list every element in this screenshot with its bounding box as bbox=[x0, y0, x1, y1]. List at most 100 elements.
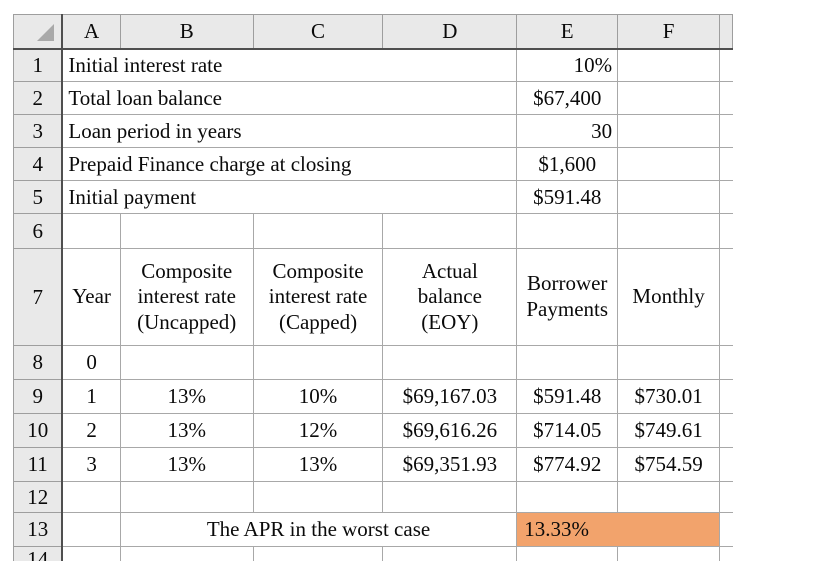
empty-cell[interactable] bbox=[617, 114, 721, 148]
empty-cell[interactable] bbox=[252, 481, 384, 513]
empty-cell[interactable] bbox=[252, 213, 384, 249]
partial-cell bbox=[719, 512, 733, 547]
schedule-year-cell[interactable]: 3 bbox=[61, 447, 121, 482]
empty-cell[interactable] bbox=[252, 546, 384, 561]
schedule-uncapped-cell[interactable]: 13% bbox=[119, 447, 254, 482]
row-header-9[interactable]: 9 bbox=[13, 379, 64, 414]
empty-cell[interactable] bbox=[119, 481, 254, 513]
schedule-header-year[interactable]: Year bbox=[61, 248, 121, 346]
schedule-payments-cell[interactable]: $714.05 bbox=[516, 413, 619, 448]
schedule-header-uncapped-rate[interactable]: Composite interest rate (Uncapped) bbox=[119, 248, 254, 346]
empty-cell[interactable] bbox=[617, 147, 721, 181]
apr-value-cell[interactable]: 13.33% bbox=[516, 512, 721, 547]
schedule-payments-cell[interactable] bbox=[516, 345, 619, 380]
column-header-f[interactable]: F bbox=[617, 14, 721, 50]
empty-cell[interactable] bbox=[61, 512, 121, 547]
schedule-row: 8 0 bbox=[13, 345, 733, 380]
parameter-value-cell[interactable]: $1,600 bbox=[516, 147, 619, 181]
schedule-header-monthly[interactable]: Monthly bbox=[617, 248, 721, 346]
empty-cell[interactable] bbox=[617, 213, 721, 249]
parameter-label-cell[interactable]: Total loan balance bbox=[61, 81, 518, 115]
row-header-13[interactable]: 13 bbox=[13, 512, 64, 547]
column-header-b[interactable]: B bbox=[119, 14, 254, 50]
worksheet-area: A B C D E F 1 Initial interest rate 10% … bbox=[13, 14, 733, 561]
empty-cell[interactable] bbox=[617, 81, 721, 115]
row-header-4[interactable]: 4 bbox=[13, 147, 64, 181]
row-header-1[interactable]: 1 bbox=[13, 48, 64, 82]
schedule-capped-cell[interactable] bbox=[252, 345, 384, 380]
empty-cell[interactable] bbox=[119, 546, 254, 561]
schedule-monthly-cell[interactable]: $754.59 bbox=[617, 447, 721, 482]
column-header-c[interactable]: C bbox=[252, 14, 384, 50]
schedule-monthly-cell[interactable] bbox=[617, 345, 721, 380]
empty-cell[interactable] bbox=[617, 546, 721, 561]
partial-cell bbox=[719, 546, 733, 561]
empty-cell[interactable] bbox=[617, 48, 721, 82]
schedule-header-actual-balance[interactable]: Actual balance (EOY) bbox=[382, 248, 518, 346]
schedule-row: 11 3 13% 13% $69,351.93 $774.92 $754.59 bbox=[13, 447, 733, 482]
row-header-10[interactable]: 10 bbox=[13, 413, 64, 448]
partial-cell bbox=[719, 114, 733, 148]
schedule-balance-cell[interactable]: $69,616.26 bbox=[382, 413, 518, 448]
schedule-capped-cell[interactable]: 12% bbox=[252, 413, 384, 448]
schedule-year-cell[interactable]: 2 bbox=[61, 413, 121, 448]
empty-cell[interactable] bbox=[61, 481, 121, 513]
row-header-2[interactable]: 2 bbox=[13, 81, 64, 115]
parameter-value-cell[interactable]: 10% bbox=[516, 48, 619, 82]
row-header-11[interactable]: 11 bbox=[13, 447, 64, 482]
partial-cell bbox=[719, 447, 733, 482]
schedule-monthly-cell[interactable]: $730.01 bbox=[617, 379, 721, 414]
schedule-header-borrower-payments[interactable]: Borrower Payments bbox=[516, 248, 619, 346]
schedule-year-cell[interactable]: 1 bbox=[61, 379, 121, 414]
row-header-14[interactable]: 14 bbox=[13, 546, 64, 561]
row-header-7[interactable]: 7 bbox=[13, 248, 64, 346]
schedule-uncapped-cell[interactable]: 13% bbox=[119, 379, 254, 414]
schedule-year-cell[interactable]: 0 bbox=[61, 345, 121, 380]
empty-cell[interactable] bbox=[382, 481, 518, 513]
empty-cell[interactable] bbox=[516, 481, 619, 513]
schedule-uncapped-cell[interactable] bbox=[119, 345, 254, 380]
parameter-label-cell[interactable]: Prepaid Finance charge at closing bbox=[61, 147, 518, 181]
empty-cell[interactable] bbox=[516, 546, 619, 561]
parameter-label-cell[interactable]: Initial interest rate bbox=[61, 48, 518, 82]
select-all-triangle-icon bbox=[37, 23, 55, 41]
empty-cell[interactable] bbox=[516, 213, 619, 249]
schedule-payments-cell[interactable]: $591.48 bbox=[516, 379, 619, 414]
schedule-balance-cell[interactable] bbox=[382, 345, 518, 380]
row-header-6[interactable]: 6 bbox=[13, 213, 64, 249]
parameter-label-cell[interactable]: Loan period in years bbox=[61, 114, 518, 148]
partial-cell bbox=[719, 481, 733, 513]
schedule-balance-cell[interactable]: $69,351.93 bbox=[382, 447, 518, 482]
empty-cell[interactable] bbox=[61, 213, 121, 249]
schedule-capped-cell[interactable]: 10% bbox=[252, 379, 384, 414]
row-header-8[interactable]: 8 bbox=[13, 345, 64, 380]
parameter-label-cell[interactable]: Initial payment bbox=[61, 180, 518, 214]
row-header-3[interactable]: 3 bbox=[13, 114, 64, 148]
apr-label-cell[interactable]: The APR in the worst case bbox=[119, 512, 518, 547]
schedule-row: 9 1 13% 10% $69,167.03 $591.48 $730.01 bbox=[13, 379, 733, 414]
column-header-partial bbox=[719, 14, 733, 50]
schedule-capped-cell[interactable]: 13% bbox=[252, 447, 384, 482]
column-header-d[interactable]: D bbox=[382, 14, 518, 50]
row-header-5[interactable]: 5 bbox=[13, 180, 64, 214]
schedule-payments-cell[interactable]: $774.92 bbox=[516, 447, 619, 482]
schedule-header-capped-rate[interactable]: Composite interest rate (Capped) bbox=[252, 248, 384, 346]
schedule-balance-cell[interactable]: $69,167.03 bbox=[382, 379, 518, 414]
empty-cell[interactable] bbox=[382, 213, 518, 249]
select-all-button[interactable] bbox=[13, 14, 64, 50]
empty-cell[interactable] bbox=[617, 180, 721, 214]
empty-cell[interactable] bbox=[617, 481, 721, 513]
parameter-value-cell[interactable]: 30 bbox=[516, 114, 619, 148]
row-header-12[interactable]: 12 bbox=[13, 481, 64, 513]
schedule-uncapped-cell[interactable]: 13% bbox=[119, 413, 254, 448]
parameter-value-cell[interactable]: $67,400 bbox=[516, 81, 619, 115]
partial-cell bbox=[719, 213, 733, 249]
empty-cell[interactable] bbox=[119, 213, 254, 249]
partial-cell bbox=[719, 248, 733, 346]
schedule-monthly-cell[interactable]: $749.61 bbox=[617, 413, 721, 448]
parameter-value-cell[interactable]: $591.48 bbox=[516, 180, 619, 214]
column-header-e[interactable]: E bbox=[516, 14, 619, 50]
column-header-a[interactable]: A bbox=[61, 14, 121, 50]
empty-cell[interactable] bbox=[61, 546, 121, 561]
empty-cell[interactable] bbox=[382, 546, 518, 561]
